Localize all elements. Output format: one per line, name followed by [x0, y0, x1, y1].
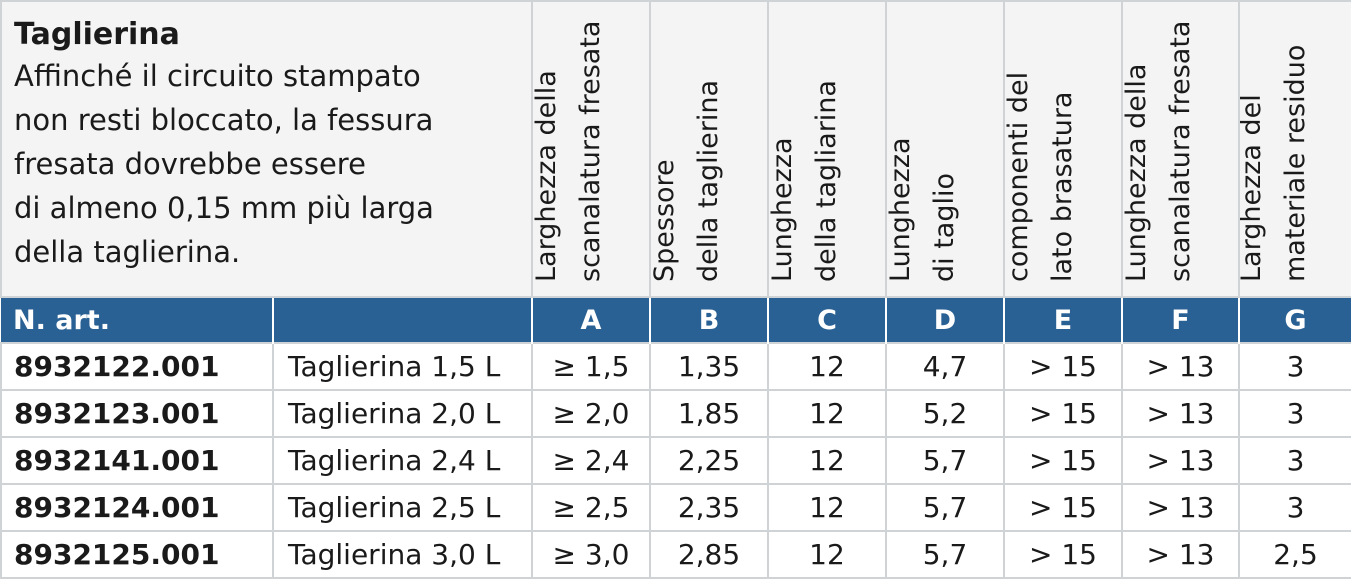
column-header-label: Larghezza della scanalatura fresata [532, 20, 606, 282]
value-cell: > 13 [1121, 436, 1240, 485]
column-header-b: Spessore della taglierina [649, 0, 769, 298]
table-row: 8932125.001 Taglierina 3,0 L ≥ 3,0 2,85 … [0, 530, 1351, 579]
value-cell: > 15 [1003, 483, 1123, 532]
column-header-f: Lunghezza della scanalatura fresata [1121, 0, 1240, 298]
product-name: Taglierina 2,4 L [272, 436, 533, 485]
product-name: Taglierina 3,0 L [272, 530, 533, 579]
value-cell: ≥ 1,5 [531, 342, 651, 391]
header-row: Taglierina Affinché il circuito stampato… [0, 0, 1351, 298]
value-cell: 5,7 [885, 530, 1005, 579]
column-header-label: Assenza di componenti del lato brasatura [1004, 71, 1078, 282]
value-cell: 12 [767, 483, 887, 532]
table-row: 8932124.001 Taglierina 2,5 L ≥ 2,5 2,35 … [0, 483, 1351, 532]
intro-title: Taglierina [14, 17, 180, 52]
value-cell: 12 [767, 436, 887, 485]
table-row: 8932122.001 Taglierina 1,5 L ≥ 1,5 1,35 … [0, 342, 1351, 391]
intro-cell: Taglierina Affinché il circuito stampato… [0, 0, 533, 298]
value-cell: 2,25 [649, 436, 769, 485]
article-number: 8932122.001 [0, 342, 274, 391]
column-header-e: Assenza di componenti del lato brasatura [1003, 0, 1123, 298]
value-cell: 3 [1238, 436, 1351, 485]
value-cell: > 13 [1121, 530, 1240, 579]
value-cell: 5,7 [885, 483, 1005, 532]
value-cell: 3 [1238, 483, 1351, 532]
value-cell: 4,7 [885, 342, 1005, 391]
value-cell: ≥ 2,4 [531, 436, 651, 485]
value-cell: > 13 [1121, 389, 1240, 438]
value-cell: > 15 [1003, 389, 1123, 438]
value-cell: 3 [1238, 342, 1351, 391]
table-row: 8932123.001 Taglierina 2,0 L ≥ 2,0 1,85 … [0, 389, 1351, 438]
article-number-header: N. art. [1, 297, 274, 343]
column-header-label: Spessore della taglierina [650, 79, 724, 282]
column-header-a: Larghezza della scanalatura fresata [531, 0, 651, 298]
value-cell: > 15 [1003, 436, 1123, 485]
value-cell: 5,7 [885, 436, 1005, 485]
value-cell: 1,85 [649, 389, 769, 438]
value-cell: > 13 [1121, 342, 1240, 391]
column-letter: E [1004, 297, 1123, 343]
column-letter: C [768, 297, 887, 343]
column-letter: G [1239, 297, 1351, 343]
value-cell: ≥ 3,0 [531, 530, 651, 579]
value-cell: ≥ 2,5 [531, 483, 651, 532]
value-cell: 1,35 [649, 342, 769, 391]
article-number: 8932124.001 [0, 483, 274, 532]
product-name: Taglierina 2,0 L [272, 389, 533, 438]
value-cell: 2,35 [649, 483, 769, 532]
value-cell: > 15 [1003, 530, 1123, 579]
table-row: 8932141.001 Taglierina 2,4 L ≥ 2,4 2,25 … [0, 436, 1351, 485]
column-letter: B [650, 297, 769, 343]
column-header-c: Lunghezza della tagliarina [767, 0, 887, 298]
value-cell: 5,2 [885, 389, 1005, 438]
column-header-label: Lunghezza di taglio [886, 137, 960, 282]
column-header-label: Larghezza del materiale residuo [1239, 44, 1311, 282]
intro-text: Affinché il circuito stampato non resti … [14, 59, 434, 269]
product-name: Taglierina 2,5 L [272, 483, 533, 532]
product-name: Taglierina 1,5 L [272, 342, 533, 391]
column-header-label: Lunghezza della tagliarina [768, 80, 842, 282]
value-cell: > 15 [1003, 342, 1123, 391]
value-cell: 2,5 [1238, 530, 1351, 579]
column-header-g: Larghezza del materiale residuo [1238, 0, 1351, 298]
column-letter: F [1122, 297, 1240, 343]
value-cell: 12 [767, 342, 887, 391]
article-number: 8932123.001 [0, 389, 274, 438]
name-header [273, 297, 533, 343]
value-cell: > 13 [1121, 483, 1240, 532]
value-cell: ≥ 2,0 [531, 389, 651, 438]
value-cell: 12 [767, 530, 887, 579]
value-cell: 3 [1238, 389, 1351, 438]
column-letter: D [886, 297, 1005, 343]
article-number: 8932125.001 [0, 530, 274, 579]
value-cell: 2,85 [649, 530, 769, 579]
article-number: 8932141.001 [0, 436, 274, 485]
column-header-d: Lunghezza di taglio [885, 0, 1005, 298]
column-header-label: Lunghezza della scanalatura fresata [1122, 20, 1196, 282]
value-cell: 12 [767, 389, 887, 438]
letter-row: N. art. A B C D E F G [1, 297, 1351, 343]
column-letter: A [532, 297, 651, 343]
